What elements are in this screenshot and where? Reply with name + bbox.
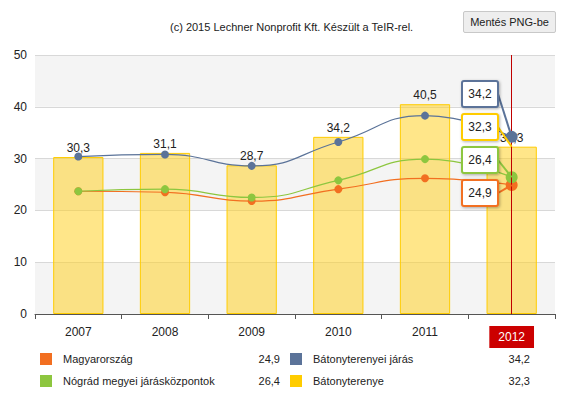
svg-text:40,5: 40,5 [413, 88, 437, 102]
html-text:Bátonyterenye: Bátonyterenye [313, 375, 384, 387]
html-text:24,9: 24,9 [258, 353, 280, 365]
svg-text:2007: 2007 [65, 325, 92, 339]
svg-text:28,7: 28,7 [240, 149, 264, 163]
svg-text:34,2: 34,2 [468, 87, 492, 101]
svg-text:2009: 2009 [238, 325, 265, 339]
svg-text:40: 40 [14, 100, 28, 114]
html-text:Magyarország: Magyarország [63, 353, 133, 365]
svg-text:30,3: 30,3 [66, 141, 90, 155]
html-text:Nógrád megyei járásközpontok: Nógrád megyei járásközpontok [63, 375, 215, 387]
svg-text:20: 20 [14, 203, 28, 217]
html-text:Mentés PNG-be: Mentés PNG-be [470, 16, 549, 28]
svg-text:26,4: 26,4 [468, 153, 492, 167]
svg-text:30: 30 [14, 152, 28, 166]
svg-text:2012: 2012 [498, 330, 525, 344]
svg-text:32,3: 32,3 [468, 120, 492, 134]
html-text:Bátonyterenyei járás: Bátonyterenyei járás [313, 353, 414, 365]
svg-text:34,2: 34,2 [327, 121, 351, 135]
svg-text:2010: 2010 [325, 325, 352, 339]
html-text:26,4: 26,4 [258, 375, 280, 387]
svg-text:2008: 2008 [152, 325, 179, 339]
svg-text:2011: 2011 [412, 325, 438, 339]
svg-text:32,3: 32,3 [500, 130, 524, 145]
svg-text:(c) 2015 Lechner Nonprofit Kft: (c) 2015 Lechner Nonprofit Kft. Készült … [170, 21, 413, 33]
svg-text:0: 0 [20, 307, 27, 321]
html-text:32,3: 32,3 [508, 375, 530, 387]
svg-text:50: 50 [14, 48, 28, 62]
svg-text:24,9: 24,9 [468, 186, 492, 200]
svg-text:10: 10 [14, 255, 28, 269]
svg-text:31,1: 31,1 [153, 137, 177, 151]
html-text:34,2: 34,2 [508, 353, 530, 365]
